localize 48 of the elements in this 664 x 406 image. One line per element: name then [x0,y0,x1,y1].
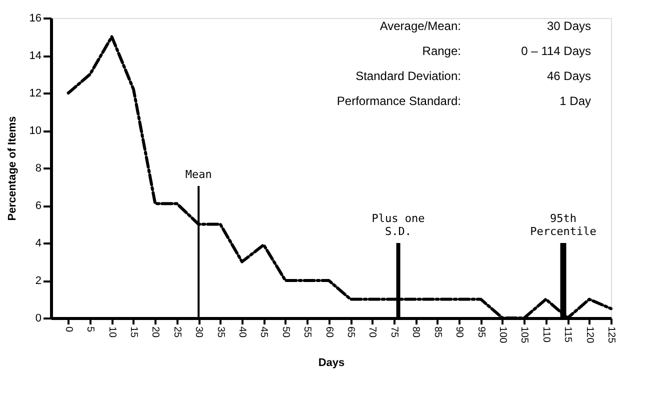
x-tick-label: 105 [518,326,530,344]
x-tick-label: 40 [236,326,248,338]
y-tick-label: 8 [35,162,42,174]
x-tick-label: 25 [171,326,182,338]
y-tick-label: 2 [35,275,42,287]
y-tick-label: 10 [29,125,42,137]
x-tick-label: 80 [410,326,422,338]
ref-line-label: Mean [185,168,212,181]
annotation: 1 Day [560,94,591,108]
x-tick-label: 10 [106,326,118,338]
x-tick-label: 100 [496,326,508,344]
y-tick-label: 4 [35,238,42,250]
x-tick-label: 75 [388,326,400,338]
y-tick-label: 12 [29,88,42,100]
annotation: 46 Days [546,69,591,83]
x-tick-label: 60 [323,326,334,338]
x-tick-label: 15 [128,326,139,338]
x-tick-label: 65 [345,326,356,338]
x-tick-label: 95 [475,326,486,338]
x-axis-title: Days [318,357,345,370]
x-tick-label: 85 [432,326,443,338]
annotation: 30 Days [546,19,591,33]
x-tick-label: 30 [193,326,204,338]
annotation: Standard Deviation: [356,69,461,83]
y-axis-title: Percentage of Items [6,116,18,221]
x-tick-label: 125 [606,326,616,344]
annotation: 0 – 114 Days [521,44,591,58]
x-tick-label: 45 [258,326,270,338]
ref-line-label: 95th Percentile [530,212,596,238]
y-tick-label: 0 [35,312,42,324]
x-tick-label: 110 [540,326,552,343]
x-tick-label: 50 [280,326,291,338]
x-tick-label: 115 [562,326,574,343]
x-tick-label: 35 [214,326,226,338]
annotation: Range: [422,44,461,58]
x-tick-label: 0 [62,326,74,332]
y-tick-label: 14 [29,50,42,62]
x-tick-label: 55 [302,326,313,338]
ref-line-label: Plus one S.D. [372,212,425,238]
x-tick-label: 20 [150,326,161,338]
annotation: Average/Mean: [380,19,461,33]
x-tick-label: 120 [584,326,595,344]
y-tick-label: 16 [29,12,42,24]
y-tick-label: 6 [35,200,42,212]
x-tick-label: 5 [84,326,96,332]
x-tick-label: 90 [454,326,465,338]
x-tick-label: 70 [366,326,378,338]
annotation: Performance Standard: [336,94,461,108]
